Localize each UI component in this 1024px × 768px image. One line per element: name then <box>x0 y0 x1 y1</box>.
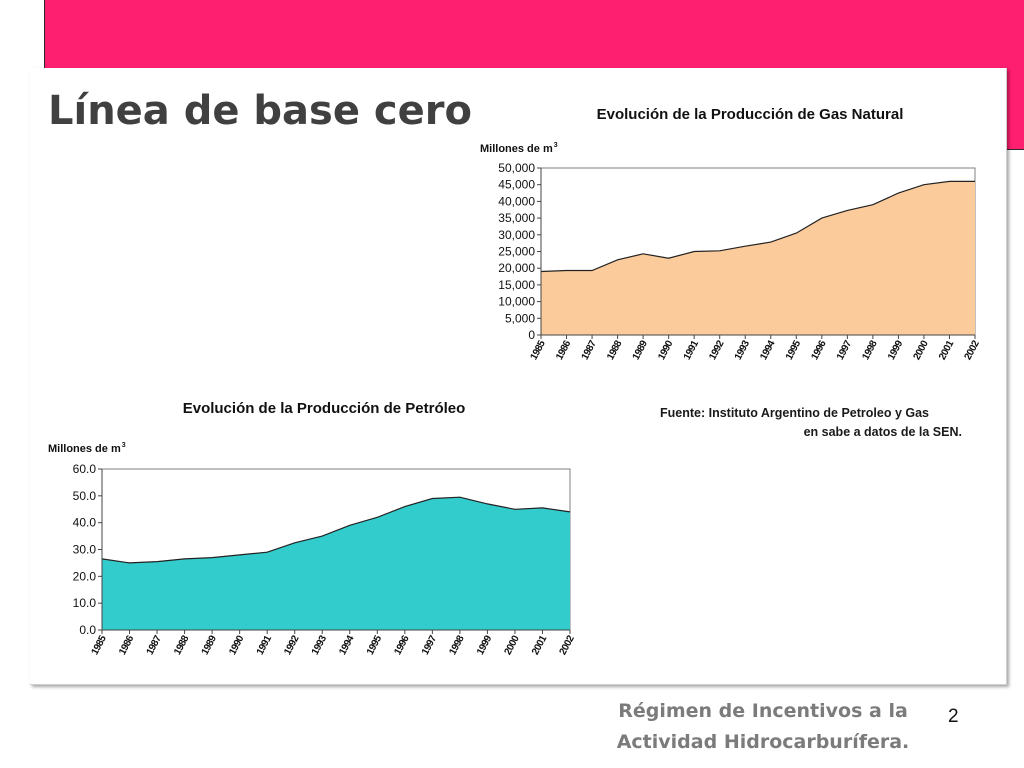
x-tick-label: 1997 <box>420 633 440 657</box>
y-tick-label: 10,000 <box>498 295 535 309</box>
y-axis-label-superscript: 3 <box>554 142 558 149</box>
source-note: Fuente: Instituto Argentino de Petroleo … <box>660 404 962 442</box>
y-tick-label: 20.0 <box>73 569 97 583</box>
y-tick-label: 25,000 <box>498 245 535 259</box>
x-tick-label: 1992 <box>282 633 302 657</box>
y-tick-label: 5,000 <box>505 311 535 325</box>
area-series-outline <box>101 496 571 564</box>
y-axis-label-superscript: 3 <box>122 442 126 449</box>
x-tick-label: 1990 <box>656 338 676 362</box>
x-tick-label: 1989 <box>200 633 220 657</box>
y-tick-label: 40,000 <box>498 194 535 208</box>
x-tick-label: 1998 <box>447 633 467 657</box>
x-tick-label: 1986 <box>554 338 574 362</box>
x-tick-label: 1986 <box>117 633 137 657</box>
oil-production-chart: Evolución de la Producción de Petróleo Mi… <box>48 400 578 657</box>
x-tick-label: 1994 <box>758 338 778 362</box>
x-tick-label: 2001 <box>937 338 957 362</box>
x-tick-label: 1994 <box>337 633 357 657</box>
footer-line-1: Régimen de Incentivos a la <box>618 700 908 722</box>
x-tick-label: 1993 <box>733 338 753 362</box>
slide-title: Línea de base cero <box>48 88 472 134</box>
y-tick-label: 10.0 <box>73 596 97 610</box>
y-tick-label: 20,000 <box>498 261 535 275</box>
y-tick-label: 15,000 <box>498 278 535 292</box>
x-tick-label: 1998 <box>860 338 880 362</box>
x-tick-label: 1991 <box>682 338 702 362</box>
y-tick-label: 30.0 <box>73 543 97 557</box>
area-series <box>541 181 975 335</box>
y-axis-label: Millones de m <box>480 143 553 155</box>
chart-title: Evolución de la Producción de Petróleo <box>183 400 466 417</box>
y-tick-label: 40.0 <box>73 516 97 530</box>
x-tick-label: 2000 <box>503 633 523 657</box>
x-tick-label: 1988 <box>172 633 192 657</box>
y-axis-label: Millones de m <box>48 443 121 455</box>
x-tick-label: 1999 <box>886 338 906 362</box>
x-tick-label: 1995 <box>365 633 385 657</box>
x-tick-label: 1993 <box>310 633 330 657</box>
y-tick-label: 35,000 <box>498 211 535 225</box>
y-tick-label: 50,000 <box>498 161 535 175</box>
x-tick-label: 1987 <box>145 633 165 657</box>
x-tick-label: 1996 <box>809 338 829 362</box>
chart-title: Evolución de la Producción de Gas Natura… <box>597 106 904 123</box>
page-number: 2 <box>948 706 959 727</box>
x-tick-label: 2002 <box>963 338 983 362</box>
footer-caption: Régimen de Incentivos a la Actividad Hid… <box>606 696 920 758</box>
x-tick-label: 2000 <box>912 338 932 362</box>
y-tick-label: 50.0 <box>73 489 97 503</box>
source-line-2: en sabe a datos de la SEN. <box>803 425 962 439</box>
x-tick-label: 2002 <box>558 633 578 657</box>
y-tick-label: 60.0 <box>73 462 97 476</box>
y-tick-label: 30,000 <box>498 228 535 242</box>
x-tick-label: 2001 <box>530 633 550 657</box>
area-series-outline <box>540 180 975 273</box>
y-tick-label: 45,000 <box>498 178 535 192</box>
x-tick-label: 1997 <box>835 338 855 362</box>
x-tick-label: 1999 <box>475 633 495 657</box>
source-line-1: Fuente: Instituto Argentino de Petroleo … <box>660 406 930 420</box>
area-series <box>102 497 570 630</box>
x-tick-label: 1992 <box>707 338 727 362</box>
footer-line-2: Actividad Hidrocarburífera. <box>616 731 910 753</box>
x-tick-label: 1995 <box>784 338 804 362</box>
x-tick-label: 1991 <box>255 633 275 657</box>
x-tick-label: 1988 <box>605 338 625 362</box>
y-tick-label: 0 <box>528 328 535 342</box>
x-tick-label: 1989 <box>631 338 651 362</box>
x-tick-label: 1996 <box>392 633 412 657</box>
x-tick-label: 1987 <box>580 338 600 362</box>
x-tick-label: 1990 <box>227 633 247 657</box>
gas-production-chart: Evolución de la Producción de Gas Natura… <box>480 106 983 362</box>
y-tick-label: 0.0 <box>79 623 96 637</box>
